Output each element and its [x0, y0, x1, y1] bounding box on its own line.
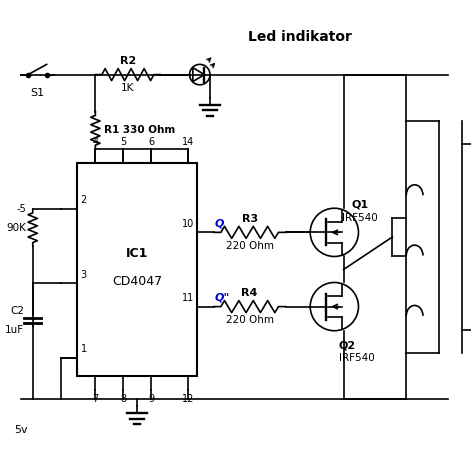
- Text: 8: 8: [120, 394, 126, 404]
- Text: 10: 10: [182, 219, 194, 228]
- Text: IRF540: IRF540: [342, 213, 378, 223]
- Text: 11: 11: [182, 293, 194, 303]
- Text: 220 Ohm: 220 Ohm: [226, 315, 273, 325]
- Text: R1 330 Ohm: R1 330 Ohm: [104, 125, 175, 135]
- Text: 12: 12: [182, 394, 194, 404]
- Text: 90K: 90K: [6, 223, 26, 233]
- Text: IC1: IC1: [126, 247, 148, 260]
- Text: 2: 2: [81, 195, 87, 205]
- Text: S1: S1: [30, 88, 45, 98]
- Polygon shape: [193, 68, 204, 82]
- Text: CD4047: CD4047: [112, 274, 162, 288]
- Text: R2: R2: [120, 56, 136, 66]
- Text: R3: R3: [242, 214, 258, 224]
- Bar: [77, 163, 198, 376]
- Text: 1uF: 1uF: [5, 325, 24, 335]
- Text: 4: 4: [92, 137, 99, 146]
- Text: 5v: 5v: [14, 425, 28, 435]
- Text: 220 Ohm: 220 Ohm: [226, 241, 273, 251]
- Text: C2: C2: [10, 306, 24, 316]
- Text: IRF540: IRF540: [339, 353, 375, 363]
- Text: 7: 7: [92, 394, 99, 404]
- Text: 5: 5: [120, 137, 127, 146]
- Text: 9: 9: [148, 394, 154, 404]
- Text: 1K: 1K: [121, 83, 135, 93]
- Text: R4: R4: [241, 288, 258, 298]
- Text: 3: 3: [81, 270, 87, 280]
- Text: 1: 1: [81, 344, 87, 354]
- Text: Led indikator: Led indikator: [247, 30, 352, 45]
- Text: 14: 14: [182, 137, 194, 146]
- Text: 6: 6: [148, 137, 154, 146]
- Text: Q2: Q2: [339, 340, 356, 350]
- Text: Q": Q": [215, 293, 230, 303]
- Text: -5: -5: [16, 204, 26, 214]
- Text: Q: Q: [215, 219, 225, 228]
- Text: Q1: Q1: [351, 199, 368, 209]
